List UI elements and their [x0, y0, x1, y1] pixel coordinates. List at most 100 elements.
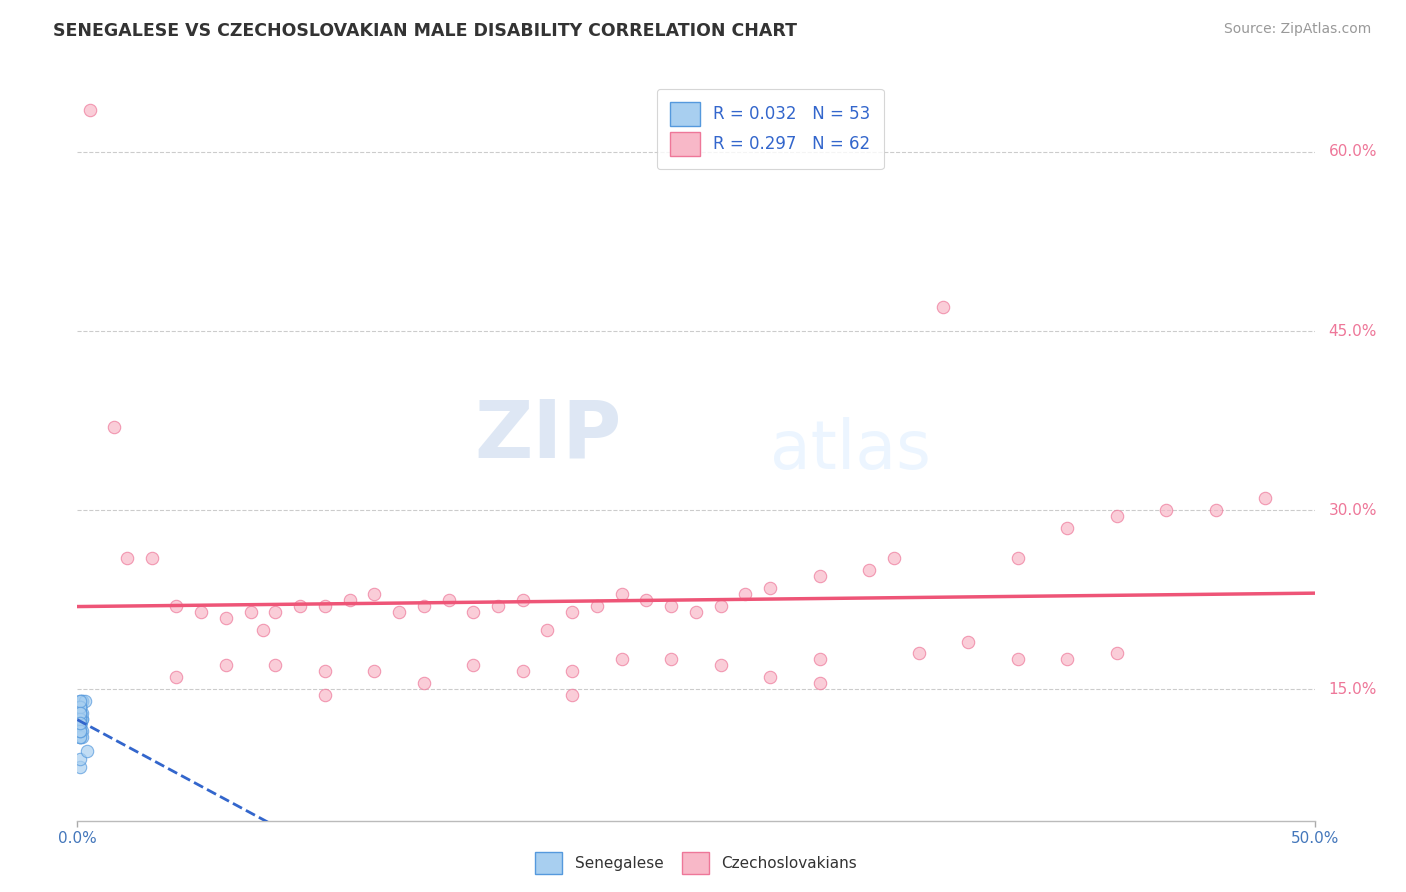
- Text: ZIP: ZIP: [474, 397, 621, 475]
- Point: [1056, 521, 1078, 535]
- Point: [69, 715, 91, 730]
- Point: [69, 700, 91, 714]
- Point: [69, 704, 91, 718]
- Point: [79, 103, 101, 117]
- Point: [76, 744, 98, 758]
- Point: [512, 592, 534, 607]
- Text: SENEGALESE VS CZECHOSLOVAKIAN MALE DISABILITY CORRELATION CHART: SENEGALESE VS CZECHOSLOVAKIAN MALE DISAB…: [53, 22, 797, 40]
- Point: [808, 569, 831, 583]
- Point: [69, 706, 91, 721]
- Point: [636, 592, 658, 607]
- Point: [363, 665, 385, 679]
- Point: [72, 712, 94, 726]
- Point: [1007, 550, 1029, 565]
- Point: [437, 592, 460, 607]
- Point: [69, 718, 91, 732]
- Point: [1254, 491, 1277, 506]
- Point: [264, 605, 287, 619]
- Point: [69, 724, 91, 739]
- Point: [69, 724, 91, 739]
- Point: [73, 694, 96, 708]
- Point: [69, 724, 91, 739]
- Point: [1154, 503, 1177, 517]
- Legend: Senegalese, Czechoslovakians: Senegalese, Czechoslovakians: [529, 846, 863, 880]
- Point: [72, 694, 94, 708]
- Point: [759, 581, 782, 595]
- Point: [314, 599, 336, 613]
- Text: atlas: atlas: [770, 417, 931, 483]
- Point: [69, 730, 91, 744]
- Point: [103, 419, 125, 434]
- Point: [190, 605, 212, 619]
- Point: [69, 712, 91, 726]
- Point: [72, 712, 94, 726]
- Point: [685, 605, 707, 619]
- Point: [69, 715, 91, 730]
- Point: [69, 700, 91, 714]
- Point: [69, 715, 91, 730]
- Point: [710, 658, 733, 673]
- Point: [165, 670, 187, 684]
- Point: [69, 715, 91, 730]
- Point: [659, 599, 682, 613]
- Point: [536, 623, 558, 637]
- Point: [288, 599, 311, 613]
- Point: [69, 712, 91, 726]
- Point: [69, 730, 91, 744]
- Point: [412, 599, 434, 613]
- Point: [463, 605, 485, 619]
- Point: [69, 730, 91, 744]
- Point: [69, 700, 91, 714]
- Point: [907, 647, 929, 661]
- Point: [463, 658, 485, 673]
- Point: [215, 658, 238, 673]
- Point: [659, 652, 682, 666]
- Point: [1105, 509, 1128, 524]
- Point: [561, 688, 583, 702]
- Text: 45.0%: 45.0%: [1329, 324, 1376, 339]
- Point: [486, 599, 509, 613]
- Point: [215, 610, 238, 624]
- Point: [69, 700, 91, 714]
- Point: [858, 563, 880, 577]
- Point: [72, 706, 94, 721]
- Point: [69, 751, 91, 765]
- Point: [69, 706, 91, 721]
- Point: [759, 670, 782, 684]
- Point: [69, 706, 91, 721]
- Point: [72, 694, 94, 708]
- Point: [165, 599, 187, 613]
- Point: [264, 658, 287, 673]
- Point: [710, 599, 733, 613]
- Point: [69, 721, 91, 735]
- Point: [339, 592, 361, 607]
- Point: [734, 587, 756, 601]
- Point: [69, 712, 91, 726]
- Point: [610, 652, 633, 666]
- Point: [932, 300, 955, 314]
- Point: [314, 688, 336, 702]
- Point: [69, 724, 91, 739]
- Point: [1056, 652, 1078, 666]
- Point: [69, 694, 91, 708]
- Point: [72, 724, 94, 739]
- Point: [586, 599, 609, 613]
- Point: [512, 665, 534, 679]
- Point: [69, 706, 91, 721]
- Point: [69, 715, 91, 730]
- Point: [808, 676, 831, 690]
- Point: [69, 718, 91, 732]
- Point: [69, 715, 91, 730]
- Point: [239, 605, 262, 619]
- Point: [69, 712, 91, 726]
- Point: [388, 605, 411, 619]
- Point: [561, 665, 583, 679]
- Point: [69, 706, 91, 721]
- Point: [72, 730, 94, 744]
- Point: [1007, 652, 1029, 666]
- Point: [69, 706, 91, 721]
- Point: [561, 605, 583, 619]
- Text: 30.0%: 30.0%: [1329, 503, 1376, 517]
- Point: [957, 634, 980, 648]
- Point: [1105, 647, 1128, 661]
